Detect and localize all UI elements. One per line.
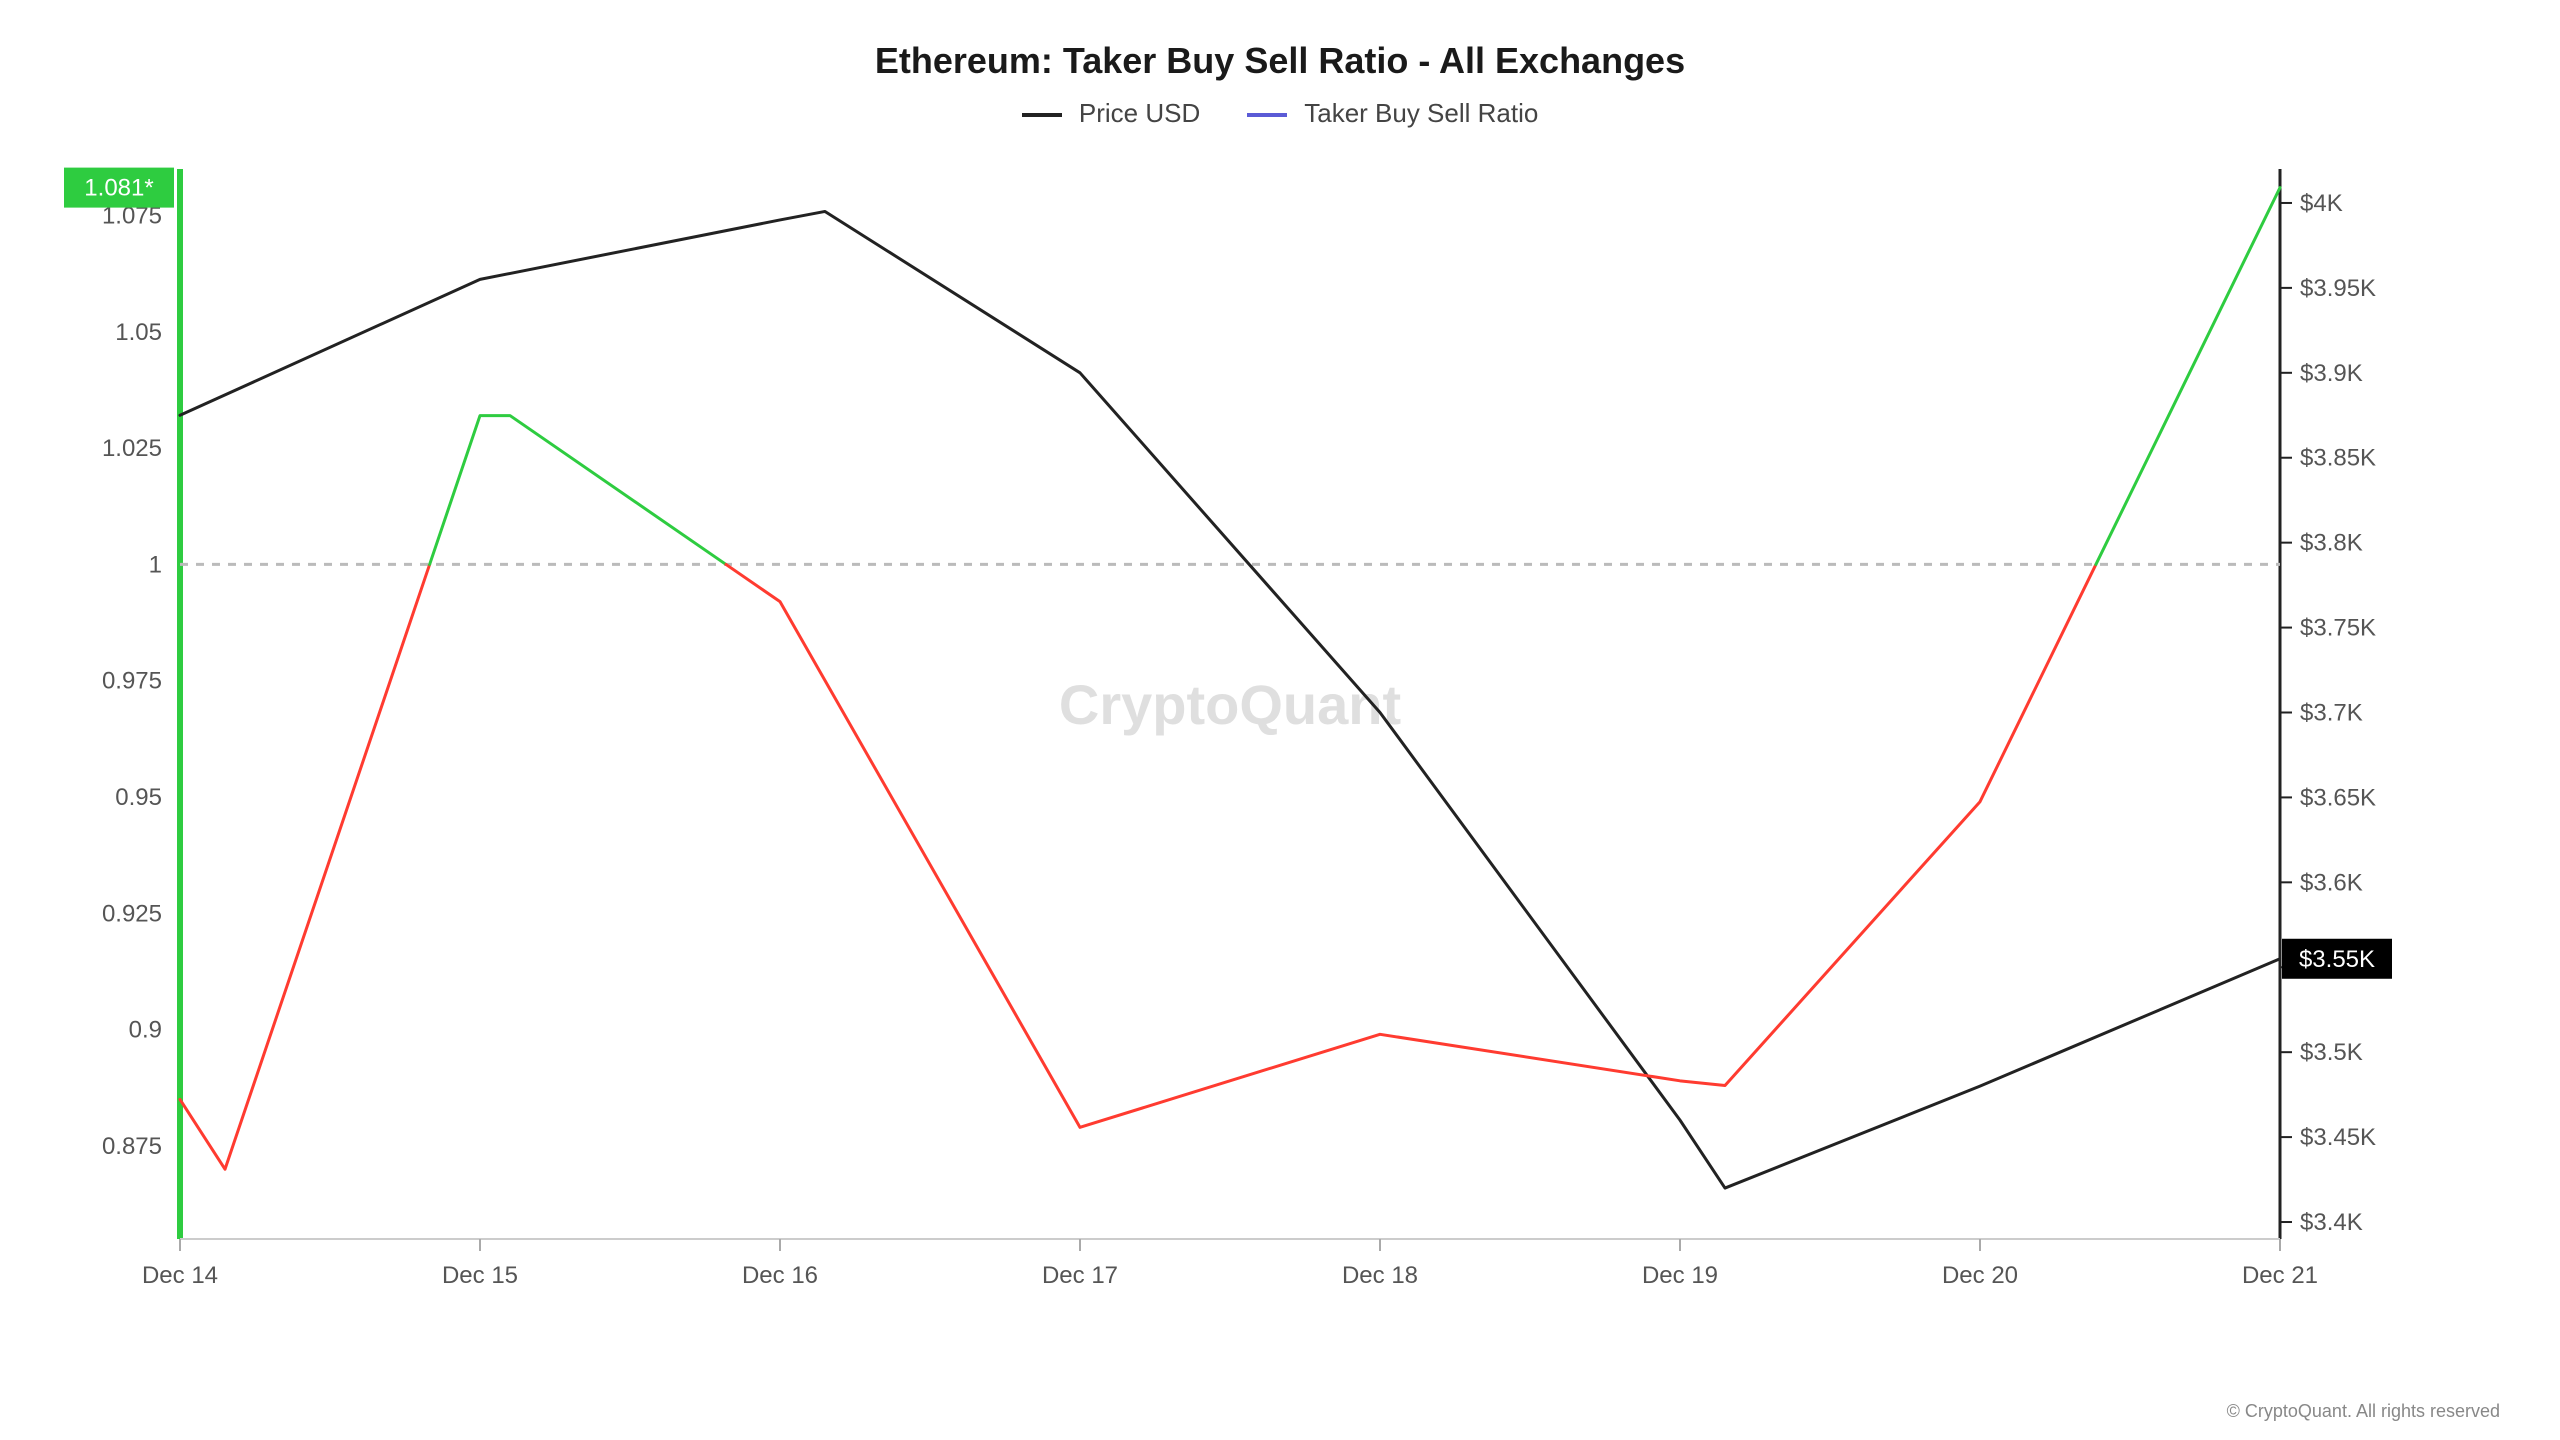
legend-label-ratio: Taker Buy Sell Ratio — [1304, 98, 1538, 128]
legend-item-ratio: Taker Buy Sell Ratio — [1247, 98, 1538, 129]
ratio-line-segment — [2096, 188, 2280, 565]
ratio-line-segment — [726, 564, 2096, 1127]
legend-line-ratio — [1247, 113, 1287, 117]
left-value-badge-text: 1.081* — [84, 175, 153, 202]
left-tick-label: 0.875 — [102, 1133, 162, 1160]
ratio-line-segment — [180, 564, 430, 1169]
legend-label-price: Price USD — [1079, 98, 1200, 128]
right-tick-label: $3.65K — [2300, 784, 2376, 811]
left-tick-label: 0.95 — [115, 784, 162, 811]
chart-title: Ethereum: Taker Buy Sell Ratio - All Exc… — [50, 40, 2510, 82]
right-tick-label: $3.7K — [2300, 699, 2363, 726]
x-tick-label: Dec 17 — [1042, 1262, 1118, 1289]
right-tick-label: $3.95K — [2300, 275, 2376, 302]
right-tick-label: $3.4K — [2300, 1209, 2363, 1236]
left-tick-label: 0.9 — [129, 1017, 162, 1044]
right-value-badge-text: $3.55K — [2299, 946, 2375, 973]
x-tick-label: Dec 21 — [2242, 1262, 2318, 1289]
x-tick-label: Dec 20 — [1942, 1262, 2018, 1289]
watermark: CryptoQuant — [1059, 673, 1401, 736]
legend-item-price: Price USD — [1022, 98, 1201, 129]
left-tick-label: 1.05 — [115, 319, 162, 346]
x-tick-label: Dec 19 — [1642, 1262, 1718, 1289]
right-tick-label: $3.6K — [2300, 869, 2363, 896]
plot-svg: Dec 14 Dec 15 Dec 16 Dec 17 Dec 18 Dec 19 Dec … — [50, 149, 2410, 1329]
chart-container: Ethereum: Taker Buy Sell Ratio - All Exc… — [0, 0, 2560, 1440]
right-tick-label: $3.85K — [2300, 445, 2376, 472]
right-tick-label: $3.75K — [2300, 615, 2376, 642]
left-tick-label: 1 — [149, 551, 162, 578]
legend-line-price — [1022, 113, 1062, 117]
left-tick-label: 0.975 — [102, 668, 162, 695]
x-tick-label: Dec 18 — [1342, 1262, 1418, 1289]
ratio-line-segment — [430, 416, 726, 565]
footer-copyright: © CryptoQuant. All rights reserved — [2227, 1401, 2500, 1422]
right-tick-label: $3.8K — [2300, 530, 2363, 557]
left-tick-label: 1.025 — [102, 435, 162, 462]
chart-legend: Price USD Taker Buy Sell Ratio — [50, 98, 2510, 129]
right-tick-label: $3.45K — [2300, 1124, 2376, 1151]
right-tick-label: $3.9K — [2300, 360, 2363, 387]
x-tick-label: Dec 15 — [442, 1262, 518, 1289]
x-tick-label: Dec 14 — [142, 1262, 218, 1289]
right-tick-label: $4K — [2300, 190, 2343, 217]
x-tick-label: Dec 16 — [742, 1262, 818, 1289]
left-tick-label: 0.925 — [102, 900, 162, 927]
right-tick-label: $3.5K — [2300, 1039, 2363, 1066]
plot-area: Dec 14 Dec 15 Dec 16 Dec 17 Dec 18 Dec 19 Dec … — [50, 149, 2510, 1329]
